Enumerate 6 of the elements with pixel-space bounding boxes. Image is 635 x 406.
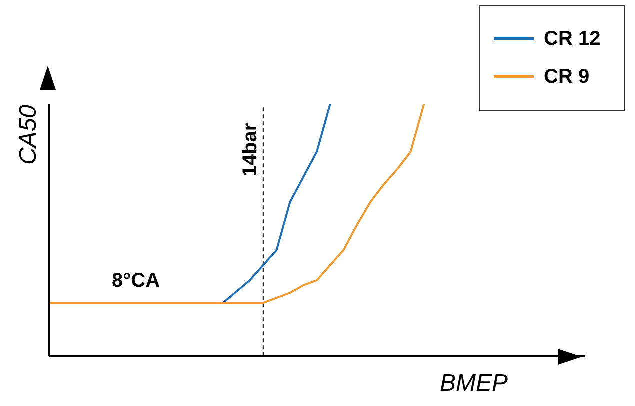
legend-label: CR 9	[544, 66, 590, 88]
y-axis-title: CA50	[15, 104, 43, 166]
legend-label: CR 12	[544, 28, 601, 50]
x-axis-title: BMEP	[440, 370, 508, 398]
annotation: 14bar	[240, 123, 262, 177]
annotation: 8°CA	[112, 270, 160, 293]
